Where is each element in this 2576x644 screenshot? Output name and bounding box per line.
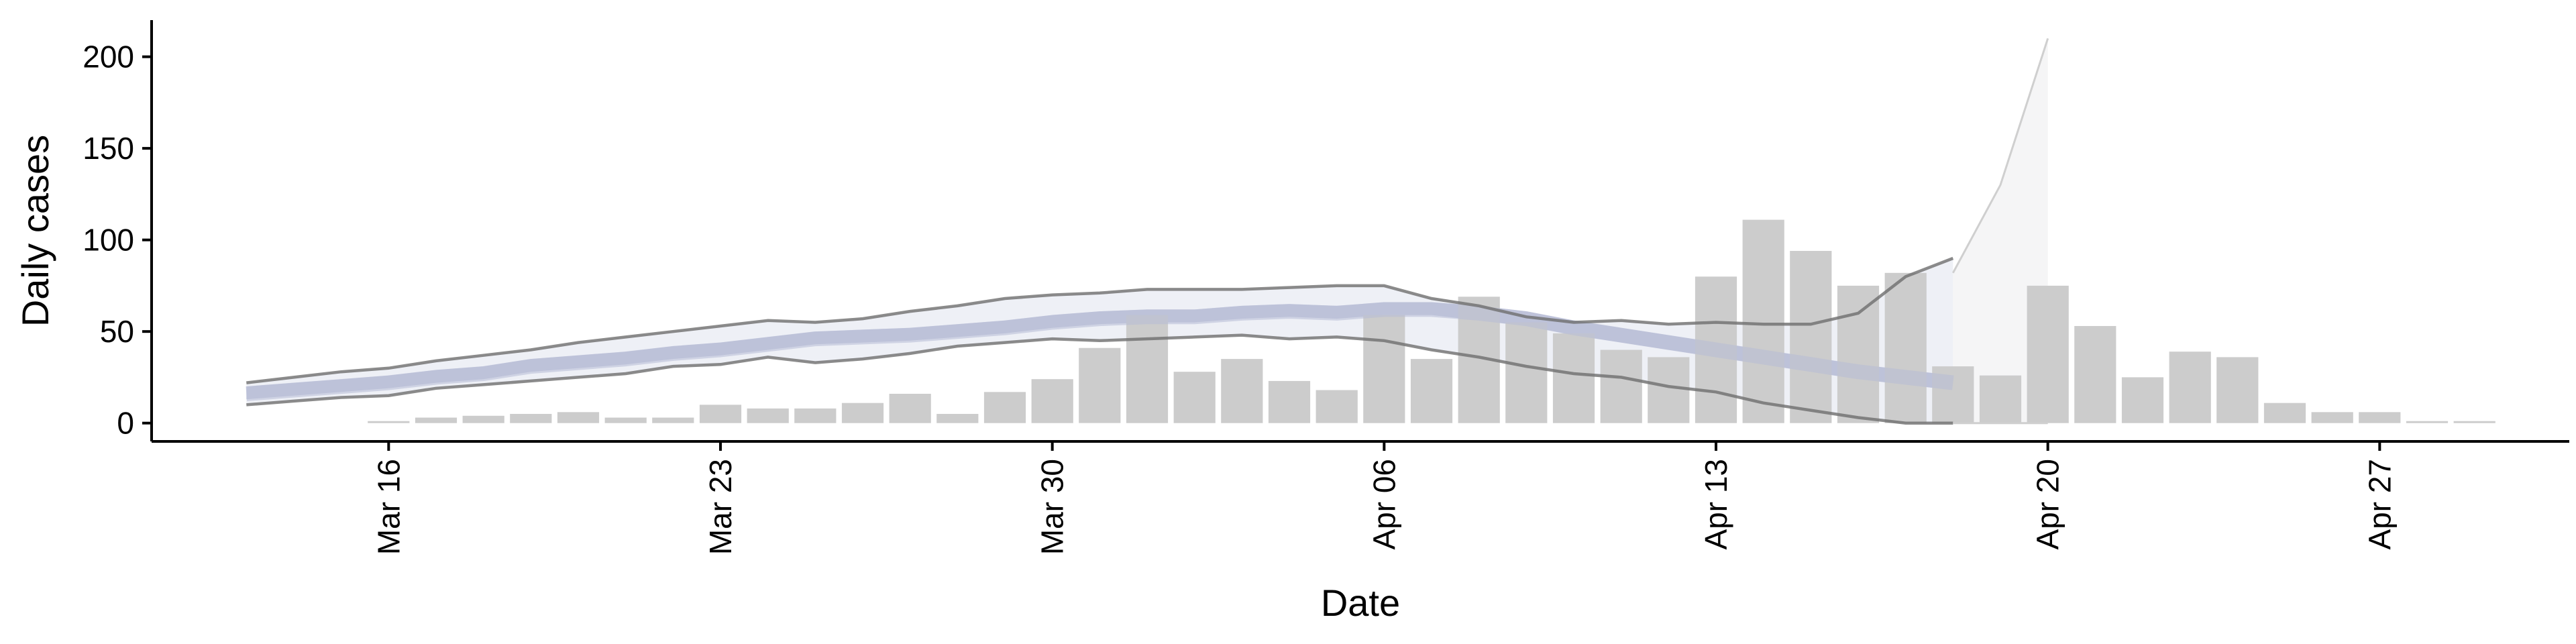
y-axis-title: Daily cases (14, 135, 56, 327)
case-bar (1268, 380, 1311, 423)
case-bar (652, 417, 694, 423)
y-tick-label: 50 (100, 314, 134, 349)
case-bar (2406, 421, 2449, 423)
forecast-upper-line (1951, 38, 2049, 274)
case-bar (557, 412, 600, 423)
case-bar (604, 417, 647, 423)
case-bar (936, 414, 979, 423)
case-bar (1363, 315, 1405, 423)
case-bar (1079, 347, 1121, 423)
median-estimate-line (246, 302, 1954, 401)
y-tick-label: 150 (83, 131, 134, 166)
y-tick-label: 100 (83, 223, 134, 258)
x-tick-label: Apr 20 (2031, 459, 2065, 550)
case-bar (1742, 219, 1784, 423)
case-bar (841, 402, 884, 423)
case-bar (1837, 285, 1880, 423)
case-bar (1031, 379, 1073, 423)
case-bar (1979, 375, 2022, 423)
x-axis-ticks: Mar 16 Mar 23 Mar 30 Apr 06 Apr 13 Apr 20 Apr … (371, 441, 2397, 555)
case-bar (794, 408, 837, 423)
case-bar (1790, 251, 1832, 423)
case-bar (699, 405, 742, 423)
case-bar (1552, 333, 1595, 423)
case-bar (2216, 357, 2259, 423)
case-bar (747, 408, 789, 423)
lower-bound-line (246, 333, 1953, 425)
case-bar (1410, 359, 1453, 423)
case-bar (2453, 421, 2496, 423)
case-bar (2263, 402, 2306, 423)
y-tick-label: 200 (83, 40, 134, 74)
case-bars (368, 219, 2496, 423)
x-tick-label: Apr 13 (1699, 459, 1733, 550)
forecast-band (1953, 38, 2048, 423)
case-bar (1221, 359, 1263, 423)
upper-bound-line (246, 256, 1954, 384)
case-bar (1126, 315, 1169, 423)
case-bar (1648, 357, 1690, 423)
x-axis-title: Date (1321, 582, 1400, 624)
case-bar (1884, 272, 1927, 423)
case-bar (2169, 352, 2211, 423)
case-bar (1173, 372, 1216, 423)
case-bar (889, 394, 931, 423)
case-bar (2121, 377, 2164, 423)
case-bar (462, 415, 504, 423)
axes (150, 20, 2569, 443)
case-bar (1316, 390, 1358, 423)
case-bar (983, 392, 1026, 423)
case-bar (1505, 322, 1548, 423)
x-tick-label: Mar 23 (703, 459, 738, 555)
case-bar (2027, 285, 2069, 423)
case-bar (510, 414, 552, 423)
case-bar (2359, 412, 2401, 423)
y-tick-label: 0 (117, 406, 134, 441)
case-bar (368, 421, 410, 423)
case-bar (1600, 350, 1642, 423)
y-axis-ticks: 0 50 100 150 200 (83, 40, 152, 441)
case-bar (2311, 412, 2353, 423)
case-bar (2074, 326, 2116, 423)
x-tick-label: Mar 16 (371, 459, 406, 555)
x-tick-label: Mar 30 (1035, 459, 1070, 555)
x-tick-label: Apr 27 (2362, 459, 2397, 550)
x-tick-label: Apr 06 (1366, 459, 1401, 550)
case-bar (415, 417, 458, 423)
estimate-lines (246, 38, 2049, 425)
